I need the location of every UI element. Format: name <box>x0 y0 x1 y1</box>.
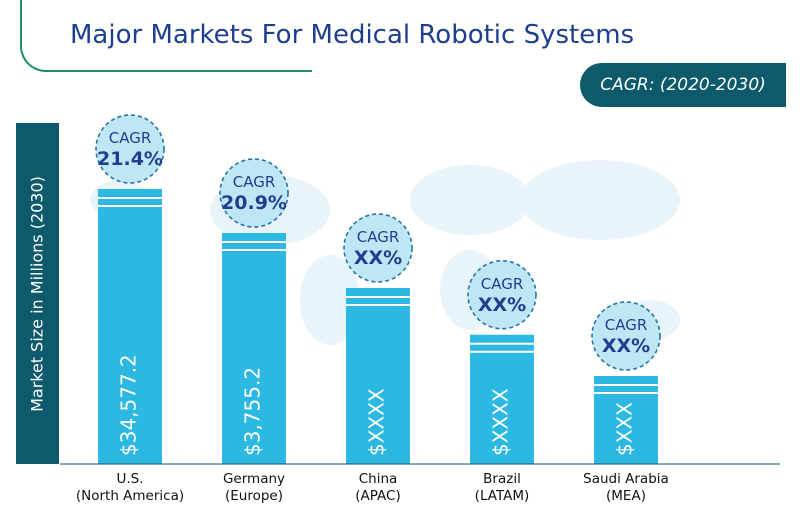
x-tick-region: (LATAM) <box>474 488 530 504</box>
map-shape-4 <box>520 160 680 240</box>
x-tick-name: Brazil <box>483 471 521 487</box>
map-shape-2 <box>410 165 530 235</box>
cagr-bubble-value: XX% <box>602 335 650 357</box>
cagr-bubble-value: 20.9% <box>221 192 287 214</box>
cagr-bubble <box>343 213 413 283</box>
cagr-bubble-label: CAGR <box>481 275 524 293</box>
bar-2 <box>346 288 410 464</box>
bar-value-label: $XXXX <box>365 388 389 456</box>
cagr-bubble-value: XX% <box>478 294 526 316</box>
cagr-bubble <box>591 301 661 371</box>
x-tick-region: (North America) <box>75 488 185 504</box>
cagr-bubble-value: XX% <box>354 247 402 269</box>
bar-value-label: $XXXX <box>489 388 513 456</box>
bar-value-label: $XXX <box>613 402 637 456</box>
cagr-bubble <box>467 259 537 330</box>
y-axis-label-band <box>16 123 59 464</box>
chart-title: Major Markets For Medical Robotic System… <box>70 20 635 50</box>
x-tick-name: China <box>358 471 398 487</box>
cagr-period-badge: CAGR: (2020-2030) <box>580 63 786 107</box>
bar-value-label: $34,577.2 <box>117 354 141 456</box>
bar-value-label: $3,755.2 <box>241 367 265 456</box>
x-tick-name: Saudi Arabia <box>583 471 669 487</box>
cagr-bubble-label: CAGR <box>233 173 276 191</box>
y-axis-label: Market Size in Millions (2030) <box>27 176 47 412</box>
bar-3 <box>470 334 534 464</box>
cagr-bubble-label: CAGR <box>109 129 152 147</box>
bar-0 <box>98 189 162 464</box>
x-tick-label: U.S. (North America) <box>60 471 200 505</box>
x-tick-region: (MEA) <box>606 488 646 504</box>
cagr-bubble-value: 21.4% <box>97 148 163 170</box>
x-tick-label: China (APAC) <box>308 471 448 505</box>
map-shape-1 <box>300 255 360 345</box>
x-tick-region: (APAC) <box>355 488 401 504</box>
x-tick-region: (Europe) <box>224 488 283 504</box>
cagr-bubble <box>95 114 165 184</box>
x-tick-label: Germany (Europe) <box>184 471 324 505</box>
x-tick-label: Brazil (LATAM) <box>432 471 572 505</box>
title-frame: Major Markets For Medical Robotic System… <box>20 0 634 72</box>
bar-4 <box>594 376 658 464</box>
x-tick-name: Germany <box>222 471 286 487</box>
cagr-bubble <box>219 158 289 228</box>
cagr-bubble-label: CAGR <box>605 316 648 334</box>
x-tick-name: U.S. <box>116 471 144 487</box>
cagr-bubble-label: CAGR <box>357 228 400 246</box>
x-tick-label: Saudi Arabia (MEA) <box>556 471 696 505</box>
bars: $34,577.2 $3,755.2 $XXXX $XXXX $XXX <box>98 189 658 464</box>
bar-1 <box>222 233 286 464</box>
